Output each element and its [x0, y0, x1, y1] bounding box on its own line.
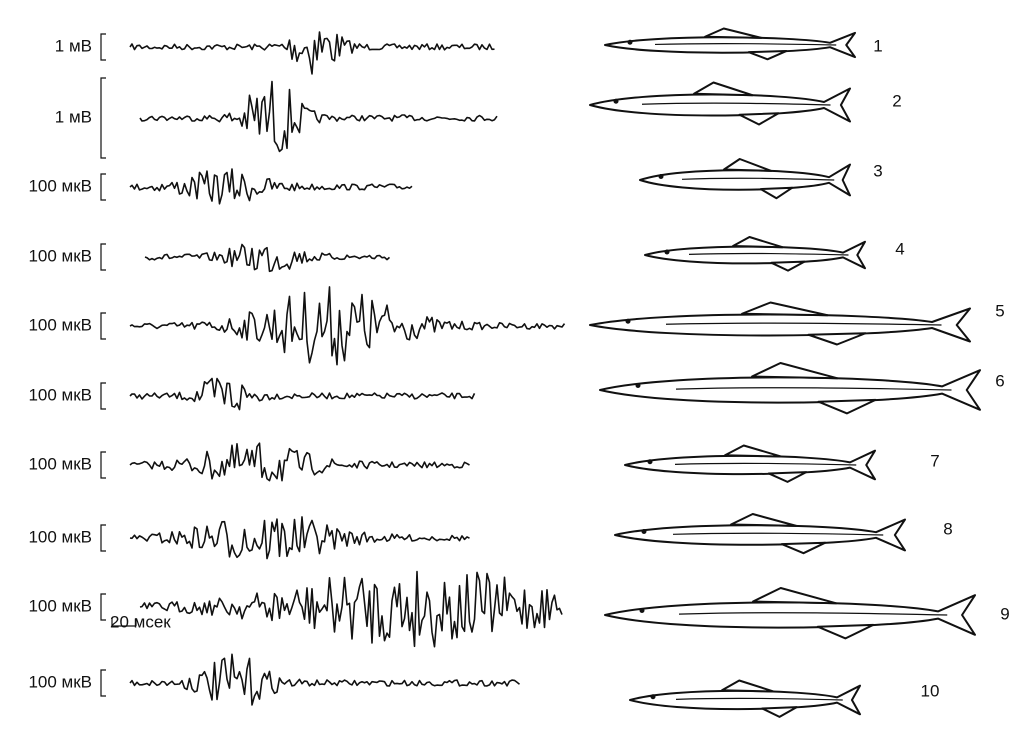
- scale-label: 100 мкВ: [28, 596, 92, 615]
- fish-fin: [782, 543, 826, 554]
- fish-fin: [818, 625, 874, 639]
- scale-label: 100 мкВ: [28, 454, 92, 473]
- fish-drawing: [640, 159, 850, 198]
- signal-trace: [140, 82, 497, 152]
- scale-bracket: [101, 174, 106, 200]
- fish-number: 6: [995, 371, 1004, 390]
- fish-eye: [642, 529, 647, 534]
- fish-drawing: [625, 446, 875, 482]
- fish-number: 3: [873, 161, 882, 180]
- fish-number: 2: [892, 91, 901, 110]
- fish-eye: [665, 250, 670, 255]
- scale-bracket: [101, 525, 106, 551]
- scale-label: 1 мВ: [55, 107, 92, 126]
- scale-label: 100 мкВ: [28, 246, 92, 265]
- fish-eye: [626, 319, 631, 324]
- scale-bracket: [101, 78, 106, 158]
- fish-drawing: [615, 514, 905, 553]
- fish-eye: [636, 383, 641, 388]
- fish-number: 5: [995, 301, 1004, 320]
- fish-fin: [769, 472, 807, 482]
- fish-fin: [694, 83, 753, 96]
- fish-eye: [659, 174, 664, 179]
- fish-eye: [614, 99, 619, 104]
- fish-number: 9: [1000, 604, 1009, 623]
- fish-fin: [722, 681, 774, 692]
- scale-bracket: [101, 383, 106, 409]
- signal-trace: [130, 32, 495, 74]
- fish-fin: [749, 51, 787, 59]
- signal-trace: [130, 443, 470, 481]
- scale-label: 1 мВ: [55, 36, 92, 55]
- fish-fin: [809, 333, 866, 344]
- scale-label: 100 мкВ: [28, 385, 92, 404]
- fish-number: 4: [895, 239, 904, 258]
- fish-eye: [640, 608, 645, 613]
- signal-trace: [130, 517, 470, 559]
- scale-bracket: [101, 594, 106, 620]
- fish-eye: [651, 694, 656, 699]
- scale-label: 100 мкВ: [28, 315, 92, 334]
- fish-fin: [753, 588, 836, 603]
- scale-bracket: [101, 452, 106, 478]
- scale-label: 100 мкВ: [28, 527, 92, 546]
- signal-trace: [130, 169, 412, 204]
- scale-label: 100 мкВ: [28, 672, 92, 691]
- scale-label: 100 мкВ: [28, 176, 92, 195]
- fish-fin: [819, 400, 876, 414]
- scale-bracket: [101, 313, 106, 339]
- scale-bracket: [101, 244, 106, 270]
- signal-trace: [130, 654, 520, 705]
- signal-trace: [130, 379, 475, 410]
- fish-fin: [752, 363, 838, 378]
- fish-drawing: [605, 29, 855, 60]
- fish-fin: [762, 707, 797, 717]
- fish-fin: [705, 29, 761, 38]
- signal-trace: [140, 572, 562, 647]
- fish-drawing: [605, 588, 975, 638]
- scale-bracket: [101, 670, 106, 696]
- fish-fin: [724, 159, 771, 171]
- signal-trace: [145, 245, 390, 272]
- fish-fin: [742, 303, 828, 316]
- fish-number: 7: [930, 451, 939, 470]
- signal-trace: [130, 287, 565, 365]
- fish-drawing: [600, 363, 980, 413]
- fish-number: 1: [873, 36, 882, 55]
- time-scale-label: 20 мсек: [110, 612, 171, 631]
- fish-fin: [740, 113, 779, 124]
- fish-fin: [733, 237, 783, 247]
- fish-drawing: [590, 303, 970, 345]
- fish-eye: [628, 40, 633, 45]
- figure: 20 мсек 1 мВ 1 1 мВ 2 100 мкВ 3 100 мкВ 4 100 мк…: [0, 0, 1016, 742]
- fish-drawing: [630, 681, 860, 717]
- scale-bracket: [101, 34, 106, 60]
- fish-drawing: [590, 83, 850, 125]
- fish-fin: [772, 262, 805, 271]
- fish-fin: [761, 188, 793, 199]
- fish-eye: [648, 459, 653, 464]
- fish-fin: [731, 514, 796, 526]
- fish-number: 8: [943, 519, 952, 538]
- fish-fin: [725, 446, 781, 457]
- fish-drawing: [645, 237, 865, 271]
- fish-number: 10: [921, 681, 940, 700]
